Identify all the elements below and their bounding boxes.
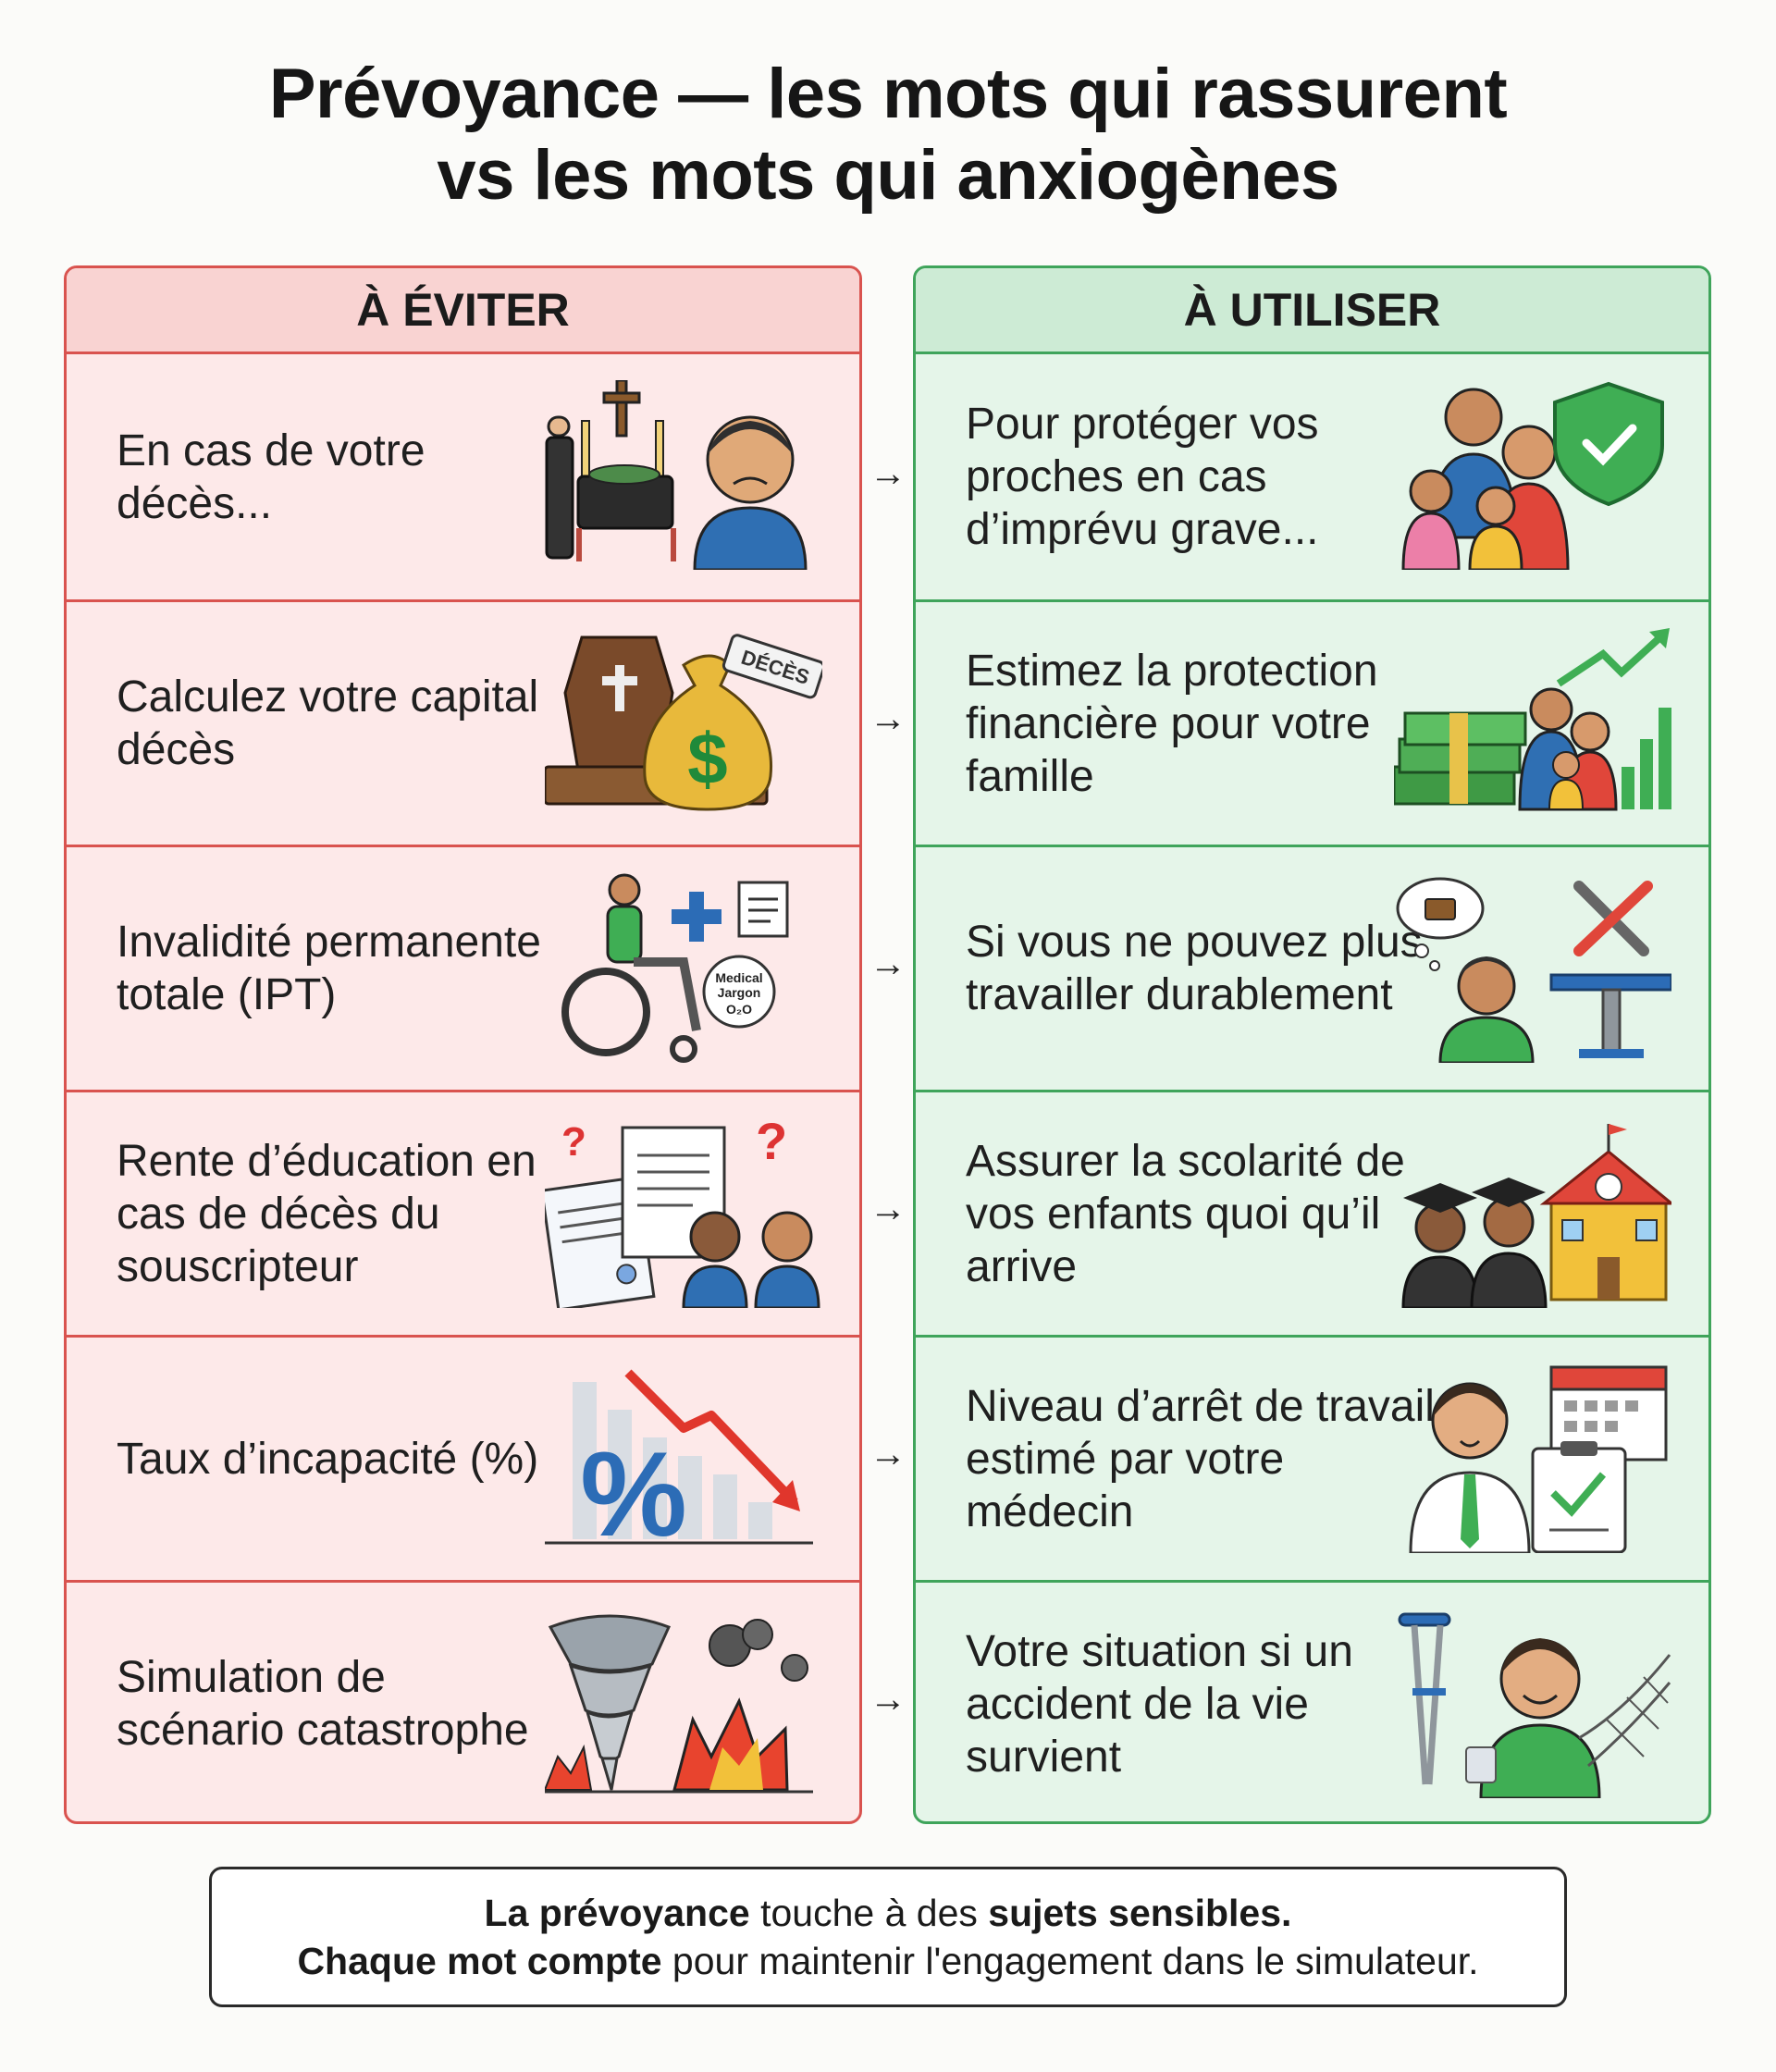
badge-line-1: Medical	[715, 970, 762, 985]
use-row: Estimez la protection financière pour vo…	[916, 599, 1708, 845]
arrow-5: →	[870, 1434, 906, 1474]
use-row: Assurer la scolarité de vos enfants quoi…	[916, 1090, 1708, 1335]
footer-emph-1: La prévoyance	[484, 1892, 750, 1934]
title-line-1: Prévoyance — les mots qui rassurent	[268, 55, 1508, 133]
use-text: Si vous ne pouvez plus travailler durabl…	[966, 918, 1423, 1019]
use-row: Pour protéger vos proches en cas d’impré…	[916, 354, 1708, 599]
arrow-2: →	[870, 698, 906, 739]
arrow-4: →	[870, 1189, 906, 1229]
family-shield-icon	[1394, 380, 1671, 570]
avoid-column: À ÉVITER En cas de votre décès...	[64, 265, 862, 1824]
use-text: Pour protéger vos proches en cas d’impré…	[966, 400, 1319, 554]
doctor-calendar-icon	[1394, 1363, 1671, 1553]
coffin-money-bag-icon: $ DÉCÈS	[545, 628, 822, 818]
svg-text:?: ?	[756, 1118, 787, 1170]
use-text: Votre situation si un accident de la vie…	[966, 1626, 1353, 1782]
arrow-1: →	[870, 453, 906, 494]
avoid-text: Taux d’incapacité (%)	[117, 1434, 539, 1484]
avoid-text: Rente d’éducation en cas de décès du sou…	[117, 1136, 536, 1291]
graduates-school-icon	[1394, 1118, 1671, 1308]
svg-text:%: %	[580, 1426, 687, 1553]
use-row: Niveau d’arrêt de travail estimé par vot…	[916, 1335, 1708, 1580]
footer-emph-3: Chaque mot compte	[297, 1940, 662, 1982]
badge-line-3: O₂O	[726, 1002, 752, 1017]
use-column: À UTILISER Pour protéger vos proches en …	[913, 265, 1711, 1824]
confusing-documents-icon: ? ?	[545, 1118, 822, 1308]
percent-falling-chart-icon: %	[545, 1363, 822, 1553]
avoid-row: Taux d’incapacité (%) %	[67, 1335, 859, 1580]
footer-text-1: touche à des	[749, 1892, 989, 1934]
avoid-row: Invalidité permanente totale (IPT) Medic…	[67, 845, 859, 1090]
avoid-row: Calculez votre capital décès $ DÉCÈS	[67, 599, 859, 845]
use-text: Niveau d’arrêt de travail estimé par vot…	[966, 1381, 1435, 1536]
use-text: Assurer la scolarité de vos enfants quoi…	[966, 1136, 1405, 1291]
footer-text-2: pour maintenir l'engagement dans le simu…	[661, 1940, 1479, 1982]
use-row: Si vous ne pouvez plus travailler durabl…	[916, 845, 1708, 1090]
avoid-text: Simulation de scénario catastrophe	[117, 1653, 529, 1755]
avoid-text: Calculez votre capital décès	[117, 672, 539, 774]
page-title: Prévoyance — les mots qui rassurent vs l…	[0, 54, 1776, 216]
avoid-row: Rente d’éducation en cas de décès du sou…	[67, 1090, 859, 1335]
badge-line-2: Jargon	[718, 985, 761, 1000]
footer-note: La prévoyance touche à des sujets sensib…	[209, 1867, 1567, 2007]
tornado-explosion-icon	[545, 1609, 822, 1798]
funeral-icon	[545, 380, 822, 570]
svg-text:$: $	[687, 718, 727, 799]
footer-line-1: La prévoyance touche à des sujets sensib…	[485, 1889, 1292, 1937]
footer-line-2: Chaque mot compte pour maintenir l'engag…	[297, 1937, 1478, 1985]
avoid-text: Invalidité permanente totale (IPT)	[117, 918, 541, 1019]
svg-text:?: ?	[561, 1119, 586, 1165]
arrow-6: →	[870, 1679, 906, 1720]
use-text: Estimez la protection financière pour vo…	[966, 646, 1378, 801]
avoid-heading: À ÉVITER	[67, 268, 859, 354]
wheelchair-medical-icon: Medical Jargon O₂O	[545, 873, 822, 1063]
use-heading: À UTILISER	[916, 268, 1708, 354]
footer-emph-2: sujets sensibles.	[988, 1892, 1292, 1934]
avoid-row: Simulation de scénario catastrophe	[67, 1580, 859, 1821]
avoid-text: En cas de votre décès...	[117, 426, 426, 528]
title-line-2: vs les mots qui anxiogènes	[437, 136, 1339, 215]
avoid-row: En cas de votre décès...	[67, 354, 859, 599]
money-family-growth-icon	[1394, 628, 1671, 818]
crutch-safety-net-icon	[1394, 1609, 1671, 1798]
use-row: Votre situation si un accident de la vie…	[916, 1580, 1708, 1821]
thinking-worker-tools-icon	[1394, 873, 1671, 1063]
arrow-3: →	[870, 944, 906, 984]
